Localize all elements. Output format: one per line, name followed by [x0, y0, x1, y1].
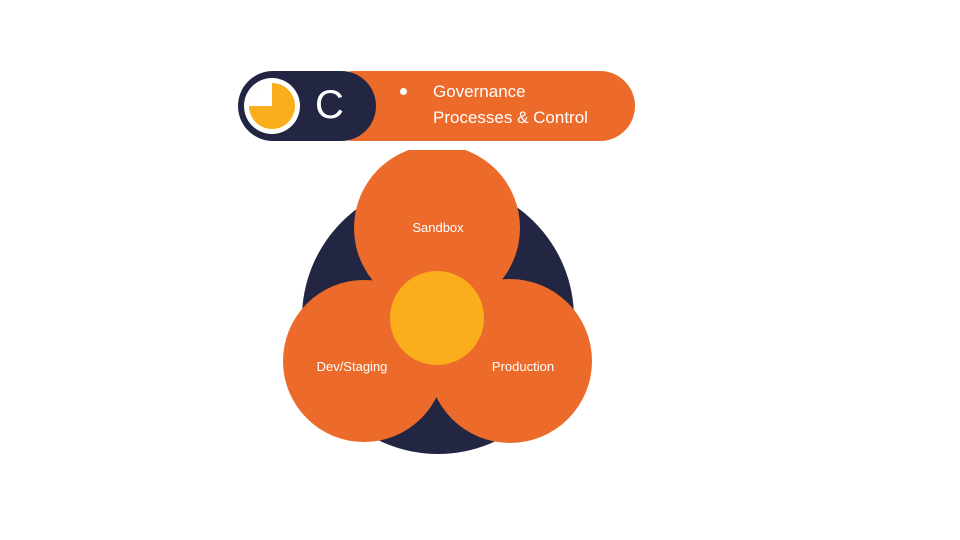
- header-line-1: Governance: [433, 82, 526, 101]
- section-letter: C: [315, 83, 344, 127]
- header-line-2: Processes & Control: [433, 108, 588, 127]
- header-text: Governance Processes & Control: [433, 79, 633, 131]
- sandbox-circle: [354, 150, 520, 311]
- center-circle: [390, 271, 484, 365]
- bullet-dot: [400, 88, 407, 95]
- clock-quarter-icon: [244, 78, 300, 134]
- environment-diagram: Sandbox Dev/Staging Production: [283, 150, 592, 454]
- sandbox-label: Sandbox: [412, 220, 464, 235]
- production-label: Production: [492, 359, 554, 374]
- dev-staging-label: Dev/Staging: [317, 359, 388, 374]
